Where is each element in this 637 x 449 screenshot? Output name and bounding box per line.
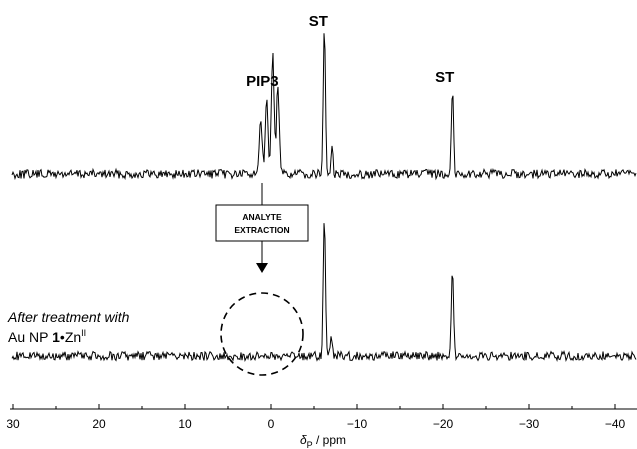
removed-analyte-dashed-circle: [220, 292, 304, 376]
box-label-line1: ANALYTE: [242, 212, 282, 222]
x-axis-ticks: 30 20 10 0 −10 −20 −30 −40: [6, 404, 626, 431]
x-axis-symbol: δ: [300, 433, 307, 447]
spectrum-trace-before: [11, 33, 637, 181]
after-treatment-note: After treatment with: [7, 309, 130, 325]
au-np-bullet: •: [60, 329, 65, 345]
x-tick-label: 0: [268, 417, 275, 431]
peak-label-pip3: PIP3: [246, 73, 279, 90]
box-label-line2: EXTRACTION: [234, 225, 289, 235]
x-tick-label: 20: [92, 417, 106, 431]
x-axis-label: δP / ppm: [300, 433, 346, 449]
x-tick-label: −40: [605, 417, 626, 431]
au-np-prefix: Au NP: [8, 329, 52, 345]
x-tick-label: 10: [178, 417, 192, 431]
x-tick-label: 30: [6, 417, 20, 431]
x-tick-label: −10: [347, 417, 368, 431]
peak-label-st-right: ST: [435, 69, 454, 86]
x-axis-subscript: P: [307, 440, 313, 449]
x-axis-unit: / ppm: [313, 433, 346, 447]
analyte-extraction-box: [215, 204, 309, 242]
x-tick-label: −30: [519, 417, 540, 431]
arrow-head-down: [256, 263, 268, 273]
au-np-superscript: II: [81, 328, 86, 338]
au-np-note: Au NP 1•ZnII: [8, 328, 86, 345]
spectrum-trace-after: [11, 223, 637, 363]
peak-label-st-main: ST: [309, 13, 328, 30]
au-np-number: 1: [52, 329, 60, 345]
au-np-metal: Zn: [65, 329, 81, 345]
x-tick-label: −20: [433, 417, 454, 431]
